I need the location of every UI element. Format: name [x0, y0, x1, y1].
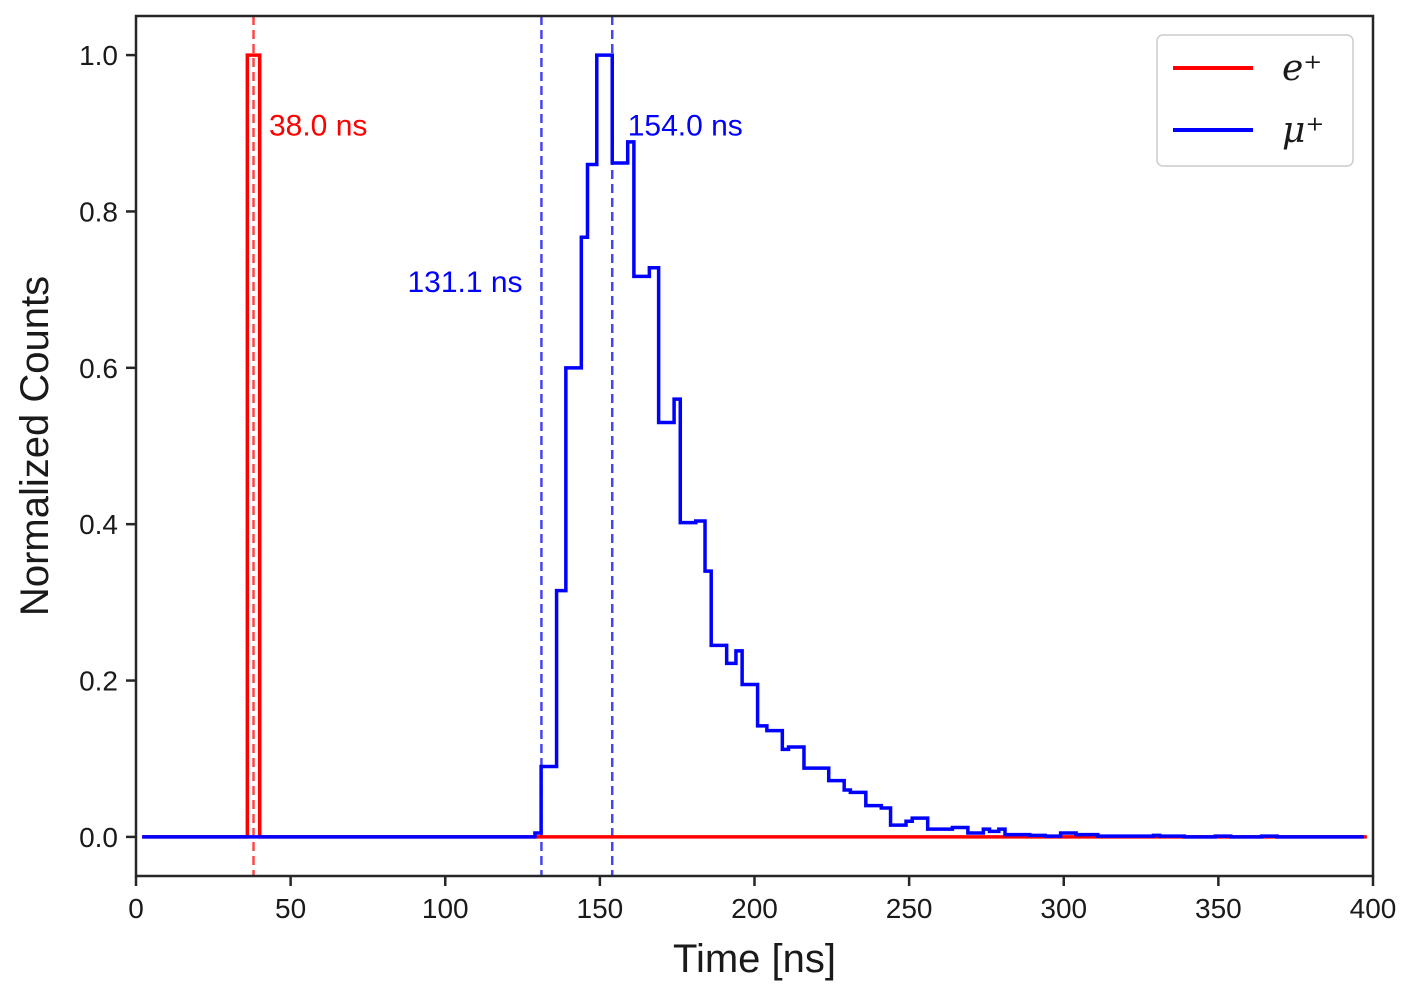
series-line-e-plus	[142, 53, 1367, 839]
x-tick-label: 50	[275, 893, 306, 924]
axis-ticks	[126, 53, 1375, 886]
annotation-e-peak: 38.0 ns	[269, 109, 367, 142]
y-tick-label: 0.4	[79, 509, 118, 540]
annotations: 38.0 ns 131.1 ns 154.0 ns	[269, 109, 743, 298]
x-tick-label: 400	[1350, 893, 1397, 924]
y-tick-label: 0.8	[79, 196, 118, 227]
series-layer	[142, 53, 1367, 839]
legend: e⁺ μ⁺	[1156, 34, 1354, 167]
legend-label-mu-plus: μ⁺	[1282, 110, 1324, 151]
x-tick-label: 150	[577, 893, 624, 924]
x-tick-label: 250	[886, 893, 933, 924]
annotation-mu-peak: 154.0 ns	[628, 109, 743, 142]
x-tick-label: 100	[422, 893, 469, 924]
y-tick-label: 0.6	[79, 353, 118, 384]
legend-label-e-plus: e⁺	[1282, 48, 1322, 89]
x-axis-label: Time [ns]	[673, 937, 836, 981]
series-line-mu-plus	[142, 53, 1364, 839]
x-tick-label: 0	[128, 893, 144, 924]
y-tick-label: 0.2	[79, 666, 118, 697]
reference-lines	[252, 16, 614, 876]
x-tick-label: 350	[1195, 893, 1242, 924]
annotation-mu-onset: 131.1 ns	[407, 266, 522, 299]
y-axis-label: Normalized Counts	[13, 276, 57, 616]
y-tick-labels: 0.0 0.2 0.4 0.6 0.8 1.0	[79, 40, 118, 853]
x-tick-labels: 0 50 100 150 200 250 300 350 400	[128, 893, 1396, 924]
y-tick-label: 0.0	[79, 822, 118, 853]
x-tick-label: 300	[1040, 893, 1087, 924]
x-tick-label: 200	[731, 893, 778, 924]
y-tick-label: 1.0	[79, 40, 118, 71]
